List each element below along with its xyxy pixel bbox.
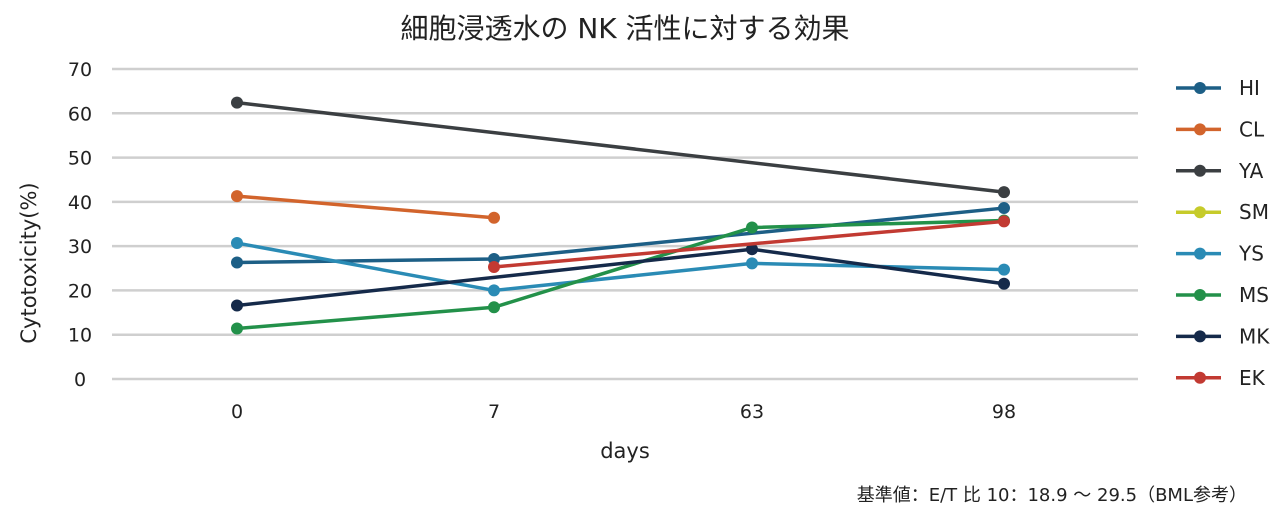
x-tick-label-0: 0 xyxy=(231,401,243,423)
x-tick-label-63: 63 xyxy=(740,401,764,423)
legend: HI CL YA SM YS MS MK EK xyxy=(1176,76,1270,390)
y-axis-tick-labels: 0 10 20 30 40 50 60 70 xyxy=(68,59,92,391)
x-tick-label-7: 7 xyxy=(488,401,500,423)
data-point-hi-2 xyxy=(998,202,1010,215)
legend-swatch-marker-ys xyxy=(1194,247,1206,260)
series-ya xyxy=(231,96,1010,199)
y-tick-label-60: 60 xyxy=(68,103,92,125)
x-axis-label: days xyxy=(600,439,650,463)
legend-label-cl: CL xyxy=(1239,117,1265,141)
data-point-ek-0 xyxy=(488,260,500,273)
legend-label-sm: SM xyxy=(1239,200,1269,224)
data-point-cl-1 xyxy=(488,211,500,224)
data-point-ys-1 xyxy=(488,284,500,297)
chart-title: 細胞浸透水の NK 活性に対する効果 xyxy=(400,12,849,45)
data-point-ya-1 xyxy=(998,186,1010,199)
legend-item-cl: CL xyxy=(1176,117,1265,141)
series-line-ms xyxy=(235,218,1006,331)
legend-label-ys: YS xyxy=(1238,242,1264,266)
y-tick-label-70: 70 xyxy=(68,59,92,81)
legend-swatch-marker-sm xyxy=(1194,206,1206,219)
legend-swatch-marker-hi xyxy=(1194,82,1206,94)
legend-label-mk: MK xyxy=(1239,324,1270,348)
y-tick-label-30: 30 xyxy=(68,236,92,258)
y-axis-label: Cytotoxicity(%) xyxy=(17,182,41,343)
y-tick-label-40: 40 xyxy=(68,192,92,214)
legend-label-ya: YA xyxy=(1238,159,1264,183)
y-tick-label-10: 10 xyxy=(68,325,92,347)
y-tick-label-0: 0 xyxy=(74,369,86,391)
legend-item-hi: HI xyxy=(1176,76,1260,100)
series-mk xyxy=(231,243,1010,312)
legend-item-ya: YA xyxy=(1176,159,1264,183)
data-point-mk-2 xyxy=(998,277,1010,290)
legend-item-mk: MK xyxy=(1176,324,1270,348)
series-line-cl xyxy=(235,194,496,220)
legend-swatch-marker-ek xyxy=(1194,371,1206,384)
data-point-ms-1 xyxy=(488,301,500,314)
data-point-mk-1 xyxy=(746,243,758,256)
series-line-ek xyxy=(492,219,1006,269)
legend-label-hi: HI xyxy=(1239,76,1260,100)
legend-item-ek: EK xyxy=(1176,366,1266,390)
legend-swatch-marker-cl xyxy=(1194,123,1206,136)
series-ek xyxy=(488,215,1010,273)
series-hi xyxy=(231,202,1010,269)
data-point-ms-0 xyxy=(231,322,243,335)
legend-item-ms: MS xyxy=(1176,283,1269,307)
legend-item-ys: YS xyxy=(1176,242,1264,266)
reference-value-footnote: 基準値：E/T 比 10：18.9 〜 29.5（BML参考） xyxy=(857,485,1247,506)
data-point-ya-0 xyxy=(231,96,243,109)
data-point-ek-1 xyxy=(998,215,1010,228)
data-point-cl-0 xyxy=(231,190,243,203)
legend-item-sm: SM xyxy=(1176,200,1269,224)
series-cl xyxy=(231,190,500,224)
legend-swatch-marker-mk xyxy=(1194,330,1206,343)
legend-label-ek: EK xyxy=(1239,366,1266,390)
data-point-ms-2 xyxy=(746,221,758,234)
x-axis-tick-labels: 0 7 63 98 xyxy=(231,401,1016,423)
y-tick-label-50: 50 xyxy=(68,148,92,170)
legend-swatch-marker-ms xyxy=(1194,289,1206,301)
data-point-ys-0 xyxy=(231,237,243,250)
series-line-ya xyxy=(235,100,1006,194)
legend-label-ms: MS xyxy=(1239,283,1269,307)
data-series xyxy=(231,96,1010,335)
data-point-ys-2 xyxy=(746,257,758,270)
data-point-ys-3 xyxy=(998,263,1010,276)
data-point-hi-0 xyxy=(231,256,243,269)
data-point-mk-0 xyxy=(231,299,243,312)
y-tick-label-20: 20 xyxy=(68,280,92,302)
grid-lines xyxy=(112,67,1138,381)
x-tick-label-98: 98 xyxy=(992,401,1016,423)
legend-swatch-marker-ya xyxy=(1194,164,1206,177)
